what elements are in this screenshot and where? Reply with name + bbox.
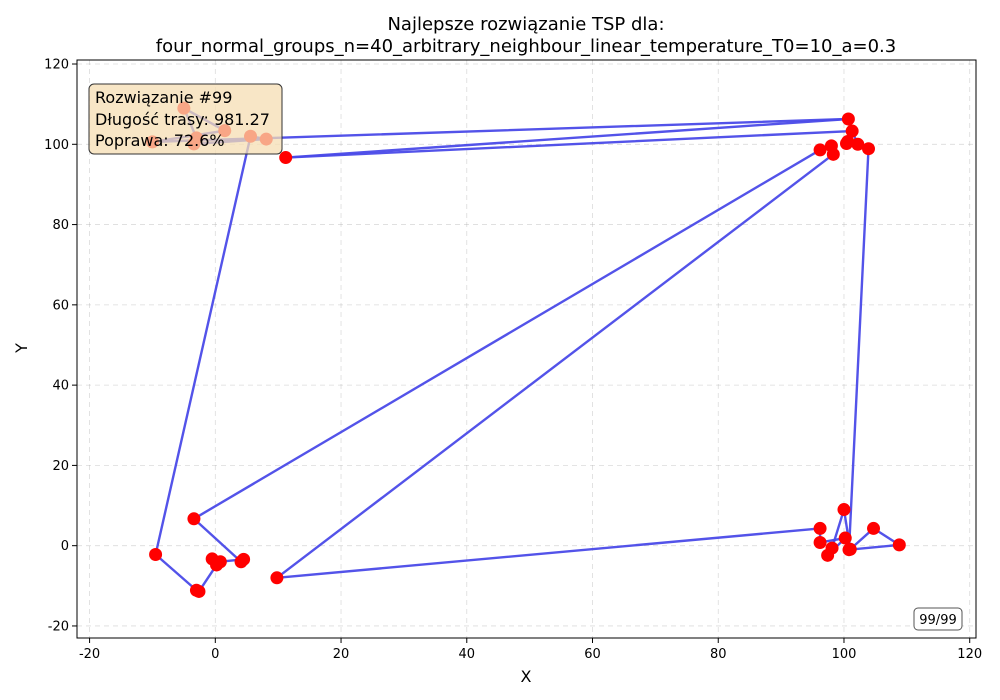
- x-tick-label: 120: [957, 647, 982, 662]
- y-tick-label: 0: [61, 539, 69, 554]
- x-tick-label: 20: [333, 647, 350, 662]
- city-point: [187, 512, 201, 526]
- y-tick-label: 40: [52, 379, 69, 394]
- y-tick-label: 100: [44, 138, 69, 153]
- city-point: [813, 143, 827, 157]
- y-ticks: -20 0 20 40 60 80 100 120: [44, 58, 77, 634]
- info-box-background: [88, 83, 283, 155]
- x-tick-label: 0: [211, 647, 219, 662]
- info-solution: Rozwiązanie #99: [95, 88, 232, 107]
- city-point: [867, 521, 881, 535]
- route-segment: [192, 148, 822, 520]
- city-point: [892, 538, 906, 552]
- x-tick-label: -20: [79, 647, 100, 662]
- city-point: [837, 503, 851, 517]
- city-point: [149, 548, 163, 562]
- info-improvement: Poprawa: 72.6%: [95, 131, 225, 150]
- x-tick-label: 60: [584, 647, 601, 662]
- city-point: [842, 543, 856, 557]
- x-tick-label: 100: [832, 647, 857, 662]
- city-point: [841, 134, 855, 148]
- x-tick-label: 80: [710, 647, 727, 662]
- city-point: [813, 535, 827, 549]
- route-segment: [154, 553, 198, 592]
- y-tick-label: -20: [48, 619, 69, 634]
- y-tick-label: 20: [52, 459, 69, 474]
- counter-badge: 99/99: [913, 607, 963, 631]
- city-point: [234, 555, 248, 569]
- city-point: [851, 137, 865, 151]
- city-point: [813, 521, 827, 535]
- route-segment: [847, 543, 901, 551]
- plot-frame: [76, 59, 977, 639]
- city-point: [279, 151, 293, 165]
- y-tick-label: 80: [52, 218, 69, 233]
- chart-title-line2: four_normal_groups_n=40_arbitrary_neighb…: [156, 36, 896, 57]
- route-layer: [151, 106, 901, 593]
- y-tick-label: 120: [44, 58, 69, 73]
- city-point: [841, 112, 855, 126]
- city-point: [213, 555, 227, 569]
- chart-title-line1: Najlepsze rozwiązanie TSP dla:: [387, 14, 664, 35]
- city-point: [825, 541, 839, 555]
- route-segment: [847, 147, 870, 551]
- city-point: [861, 142, 875, 156]
- x-tick-label: 40: [459, 647, 476, 662]
- route-segment: [830, 508, 846, 550]
- route-segment: [275, 153, 835, 579]
- route-segment: [192, 517, 243, 563]
- y-axis-label: Y: [12, 343, 31, 354]
- city-point: [270, 571, 284, 585]
- info-length: Długość trasy: 981.27: [95, 110, 270, 129]
- city-point: [845, 124, 859, 138]
- x-axis-label: X: [521, 667, 532, 686]
- city-point: [838, 531, 852, 545]
- route-segment: [284, 117, 850, 159]
- city-point: [192, 584, 206, 598]
- route-segment: [284, 129, 854, 159]
- points-layer: [145, 101, 906, 598]
- x-ticks: -20 0 20 40 60 80 100 120: [79, 638, 982, 662]
- counter-text: 99/99: [919, 613, 956, 628]
- route-segment: [275, 527, 822, 579]
- info-box: Rozwiązanie #99 Długość trasy: 981.27 Po…: [88, 83, 283, 155]
- counter-background: [913, 607, 963, 631]
- y-tick-label: 60: [52, 298, 69, 313]
- city-point: [826, 147, 840, 161]
- route-segment: [154, 135, 252, 556]
